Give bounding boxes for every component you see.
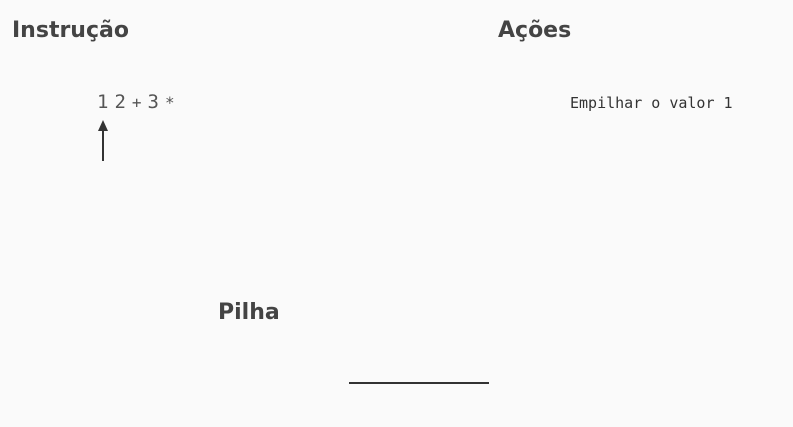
expression-token: * (165, 93, 175, 112)
expression-token: 2 (114, 91, 126, 113)
actions-heading: Ações (498, 18, 572, 43)
expression-token: 3 (147, 91, 159, 113)
current-token-arrow-icon (97, 120, 108, 161)
action-description: Empilhar o valor 1 (570, 94, 733, 112)
expression-token: 1 (97, 91, 109, 113)
stack-base-line (349, 382, 489, 384)
expression-token: + (131, 93, 142, 112)
instruction-heading: Instrução (12, 18, 129, 43)
stack-heading: Pilha (218, 300, 280, 325)
rpn-expression: 1 2 +3 * (97, 91, 181, 113)
